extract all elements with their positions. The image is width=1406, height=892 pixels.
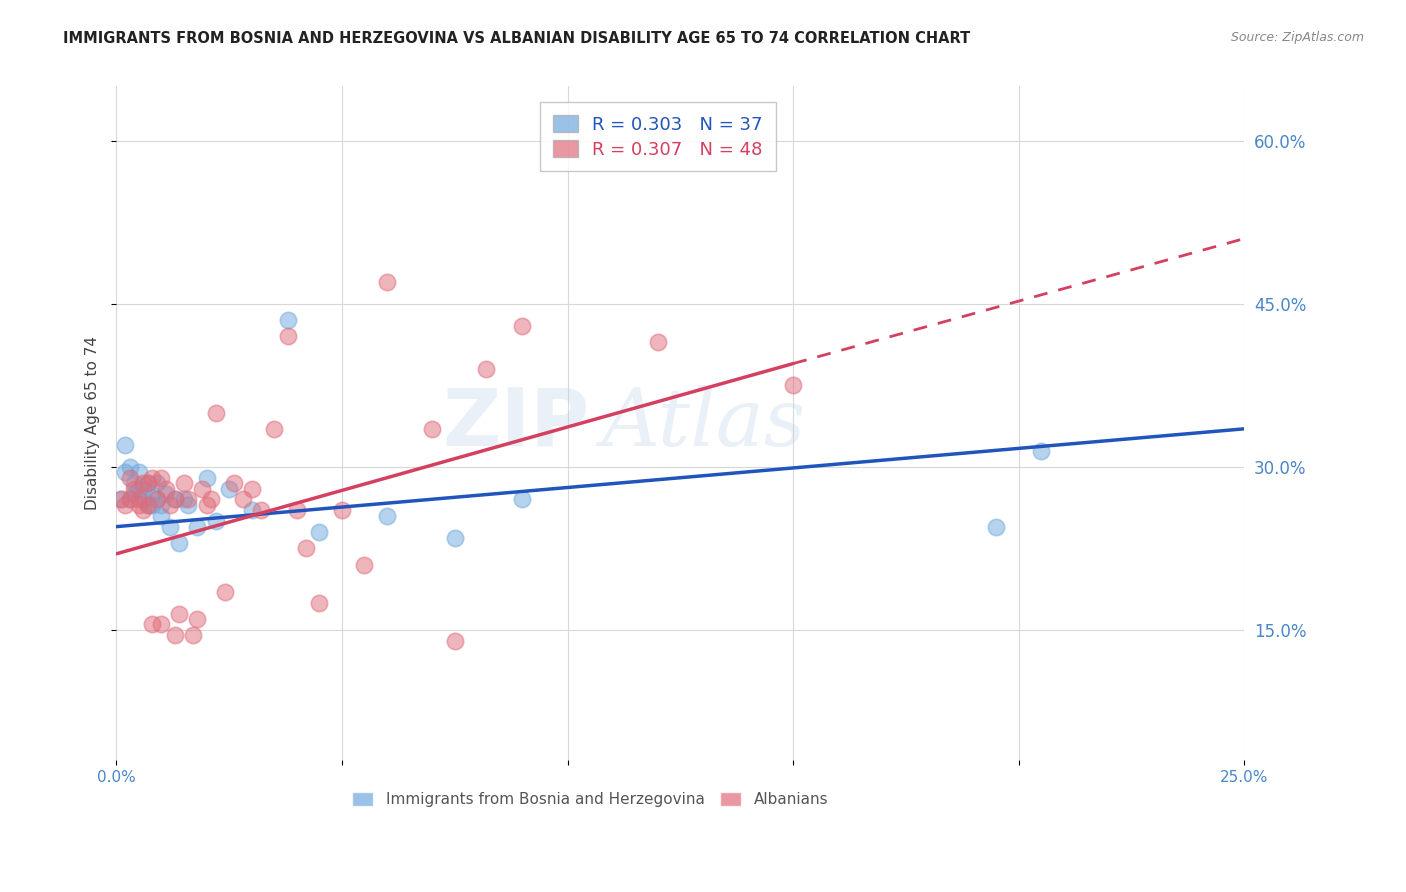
Y-axis label: Disability Age 65 to 74: Disability Age 65 to 74 — [86, 336, 100, 510]
Point — [240, 503, 263, 517]
Point — [173, 476, 195, 491]
Point — [420, 422, 443, 436]
Point — [141, 617, 163, 632]
Text: ZIP: ZIP — [443, 384, 591, 462]
Point — [114, 438, 136, 452]
Point — [163, 492, 186, 507]
Point — [204, 405, 226, 419]
Point — [191, 482, 214, 496]
Point — [177, 498, 200, 512]
Point — [159, 519, 181, 533]
Point — [163, 628, 186, 642]
Point — [141, 471, 163, 485]
Point — [136, 476, 159, 491]
Point — [169, 536, 191, 550]
Point — [159, 498, 181, 512]
Point — [150, 498, 173, 512]
Point — [136, 498, 159, 512]
Point — [294, 541, 316, 556]
Point — [285, 503, 308, 517]
Point — [240, 482, 263, 496]
Point — [1031, 443, 1053, 458]
Point — [375, 508, 398, 523]
Point — [132, 482, 155, 496]
Point — [136, 476, 159, 491]
Point — [218, 482, 240, 496]
Point — [277, 329, 299, 343]
Point — [512, 318, 534, 333]
Point — [169, 607, 191, 621]
Point — [443, 633, 465, 648]
Point — [114, 498, 136, 512]
Point — [128, 482, 150, 496]
Point — [214, 585, 236, 599]
Point — [141, 487, 163, 501]
Text: Source: ZipAtlas.com: Source: ZipAtlas.com — [1230, 31, 1364, 45]
Legend: Immigrants from Bosnia and Herzegovina, Albanians: Immigrants from Bosnia and Herzegovina, … — [346, 786, 834, 814]
Point — [986, 519, 1008, 533]
Point — [200, 492, 222, 507]
Point — [177, 492, 200, 507]
Text: Atlas: Atlas — [602, 384, 806, 462]
Point — [150, 508, 173, 523]
Point — [782, 378, 804, 392]
Point — [647, 334, 669, 349]
Point — [132, 492, 155, 507]
Point — [146, 476, 169, 491]
Point — [110, 492, 132, 507]
Point — [136, 498, 159, 512]
Point — [128, 498, 150, 512]
Point — [173, 492, 195, 507]
Point — [118, 492, 141, 507]
Point — [475, 362, 498, 376]
Point — [110, 492, 132, 507]
Point — [124, 476, 146, 491]
Point — [132, 476, 155, 491]
Point — [132, 503, 155, 517]
Point — [330, 503, 353, 517]
Point — [118, 459, 141, 474]
Point — [443, 531, 465, 545]
Point — [353, 558, 375, 572]
Point — [150, 471, 173, 485]
Point — [308, 596, 330, 610]
Point — [118, 471, 141, 485]
Point — [308, 525, 330, 540]
Point — [114, 465, 136, 479]
Text: IMMIGRANTS FROM BOSNIA AND HERZEGOVINA VS ALBANIAN DISABILITY AGE 65 TO 74 CORRE: IMMIGRANTS FROM BOSNIA AND HERZEGOVINA V… — [63, 31, 970, 46]
Point — [128, 492, 150, 507]
Point — [263, 422, 285, 436]
Point — [222, 476, 245, 491]
Point — [181, 628, 204, 642]
Point — [155, 487, 177, 501]
Point — [277, 313, 299, 327]
Point — [512, 492, 534, 507]
Point — [128, 465, 150, 479]
Point — [204, 514, 226, 528]
Point — [118, 492, 141, 507]
Point — [195, 471, 218, 485]
Point — [155, 482, 177, 496]
Point — [186, 519, 208, 533]
Point — [163, 492, 186, 507]
Point — [146, 492, 169, 507]
Point — [150, 617, 173, 632]
Point — [141, 498, 163, 512]
Point — [124, 487, 146, 501]
Point — [232, 492, 254, 507]
Point — [375, 275, 398, 289]
Point — [186, 612, 208, 626]
Point — [249, 503, 271, 517]
Point — [195, 498, 218, 512]
Point — [146, 492, 169, 507]
Point — [124, 482, 146, 496]
